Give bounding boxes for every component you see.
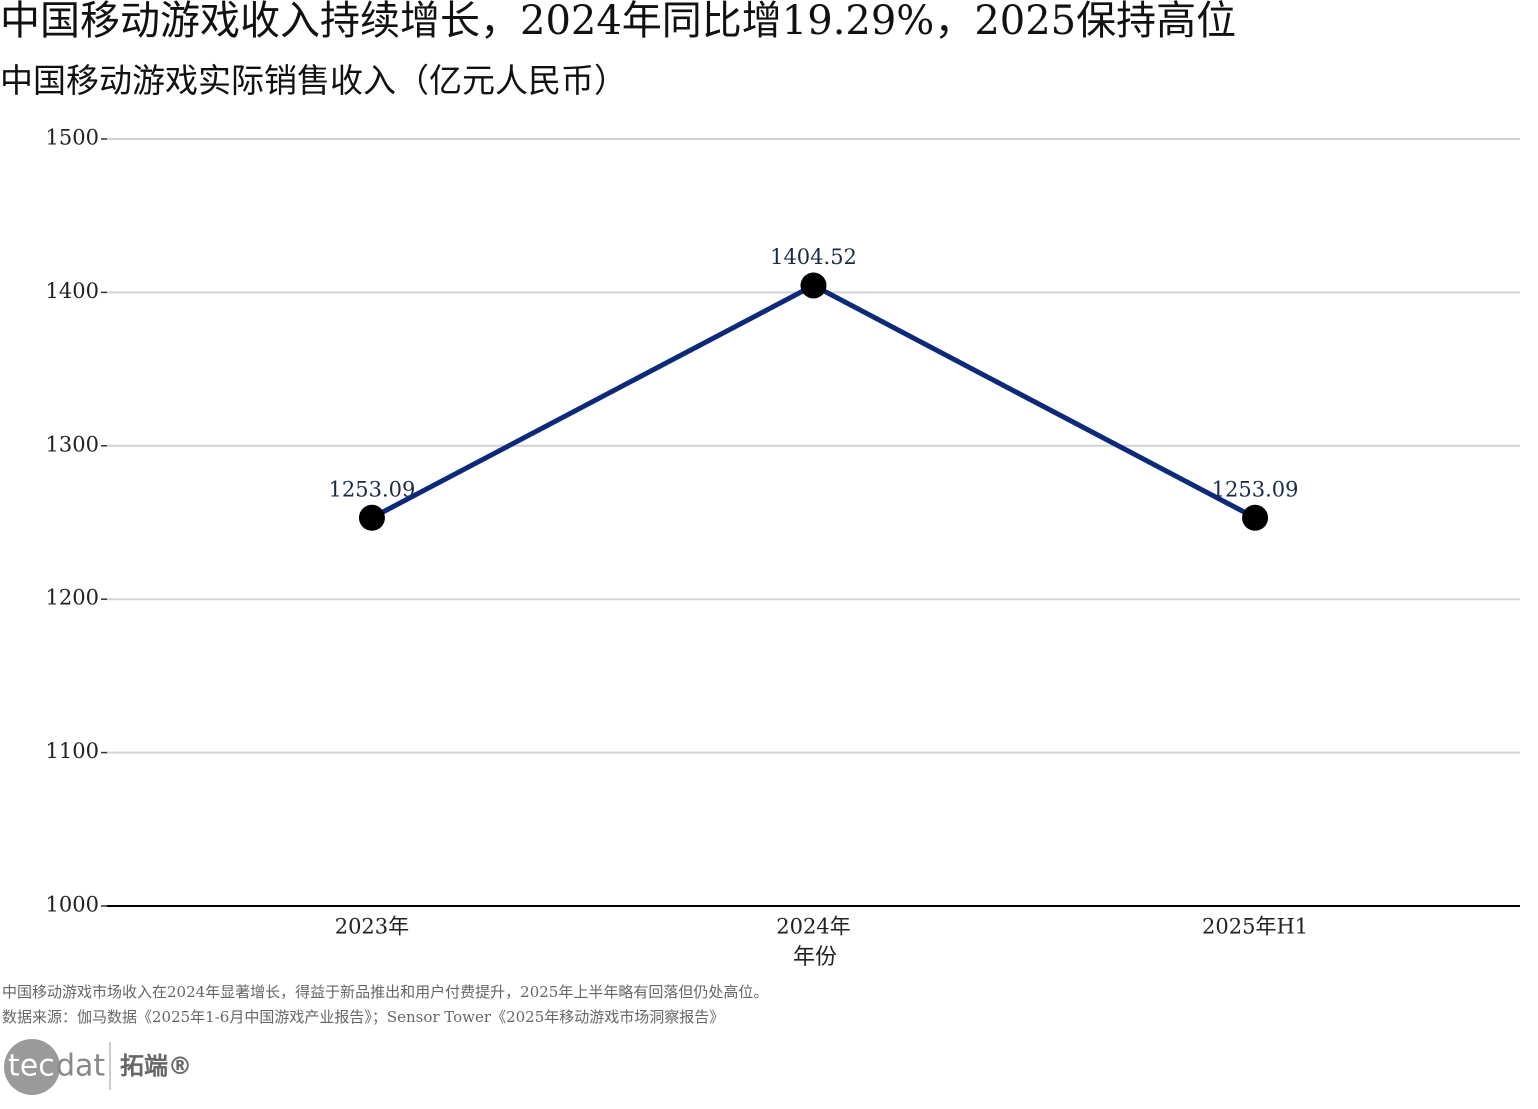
logo: tec dat 拓端®: [4, 1039, 192, 1095]
y-tick-label: 1300: [46, 432, 99, 456]
logo-circle: [4, 1039, 60, 1095]
y-tick-label: 1400: [46, 279, 99, 303]
value-label: 1404.52: [770, 245, 857, 269]
y-tick-label: 1500: [46, 126, 99, 150]
x-tick-label: 2023年: [335, 915, 409, 939]
x-axis-title: 年份: [793, 945, 837, 970]
point: [1242, 504, 1269, 531]
logo-text: dat: [56, 1049, 105, 1084]
source: 数据来源：伽马数据《2025年1-6月中国游戏产业报告》；Sensor Towe…: [2, 1008, 724, 1026]
point: [358, 504, 385, 531]
logo-text: tec: [8, 1049, 55, 1084]
point: [800, 272, 827, 299]
y-tick-label: 1000: [46, 893, 99, 917]
logo-text: 拓端®: [120, 1052, 192, 1080]
line: [370, 282, 1257, 520]
x-tick-label: 2024年: [776, 915, 850, 939]
caption: 中国移动游戏市场收入在2024年显著增长，得益于新品推出和用户付费提升，2025…: [2, 983, 768, 1001]
y-tick-label: 1100: [46, 739, 99, 763]
value-label: 1253.09: [329, 477, 416, 501]
x-tick-label: 2025年H1: [1202, 915, 1308, 939]
chart-title: 中国移动游戏收入持续增长，2024年同比增19.29%，2025保持高位: [0, 0, 1236, 44]
chart-subtitle: 中国移动游戏实际销售收入（亿元人民币）: [0, 61, 627, 100]
y-tick-label: 1200: [46, 586, 99, 610]
value-label: 1253.09: [1212, 477, 1299, 501]
